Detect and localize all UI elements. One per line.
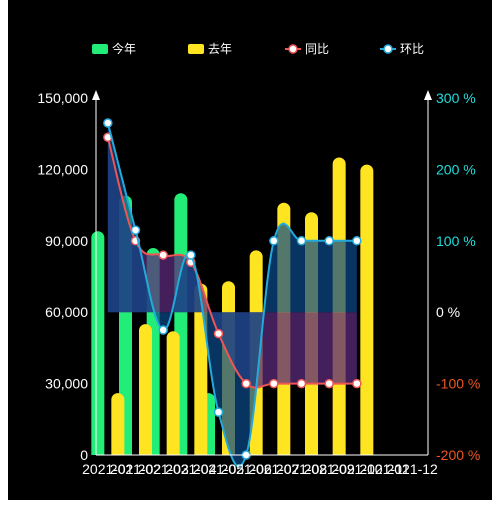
point-1-2021-07[interactable] [269,378,279,389]
x-tick-label: 2021-10 [331,461,383,477]
point-1-2021-09[interactable] [324,378,334,389]
x-tick-label: 2021-01 [82,461,134,477]
x-tick-label: 2021-08 [276,461,328,477]
x-tick-label: 2021-05 [193,461,245,477]
legend-label-1[interactable]: 今年 [112,41,136,56]
legend-marker-4[interactable] [383,44,393,54]
y-right-tick-label: 0 % [436,304,460,320]
y-right-tick-label: -100 % [436,376,480,392]
legend-label-2[interactable]: 去年 [208,42,232,56]
legend-marker-3[interactable] [288,44,298,54]
bar-2-2021-10 [360,164,374,455]
y-left-tick-label: 90,000 [45,233,88,249]
bar-2-2021-01 [111,393,125,455]
y-left-tick-label: 60,000 [45,304,88,320]
x-tick-label: 2021-02 [110,461,162,477]
legend-label-4[interactable]: 环比 [400,42,424,56]
point-2-2021-05[interactable] [213,407,224,417]
y-axis-right-arrow [424,90,432,100]
y-right-tick-label: 100 % [436,233,476,249]
point-2-2021-01[interactable] [103,118,113,128]
x-tick-label: 2021-11 [359,461,410,477]
x-tick-label: 2021-07 [248,461,300,477]
x-tick-label: 2021-12 [386,461,438,477]
x-tick-label: 2021-09 [303,461,355,477]
y-left-tick-label: 150,000 [37,90,88,106]
point-1-2021-03[interactable] [158,250,168,260]
y-left-tick-label: 120,000 [37,161,88,177]
area-2 [107,122,357,467]
x-tick-label: 2021-04 [165,461,217,477]
area-1 [107,137,357,388]
point-1-2021-05[interactable] [213,328,224,339]
legend-swatch-2[interactable] [188,44,204,54]
y-right-tick-label: -200 % [436,447,480,463]
point-2-2021-07[interactable] [269,236,279,246]
bar-1-2021-01 [91,231,105,455]
point-2-2021-09[interactable] [324,236,334,246]
line-layer [103,118,362,468]
point-1-2021-10[interactable] [352,378,362,389]
legend-swatch-1[interactable] [92,44,108,54]
point-2-2021-08[interactable] [296,236,307,246]
area-layer [107,122,357,467]
point-1-2021-08[interactable] [296,378,307,389]
point-2-2021-03[interactable] [158,325,168,335]
y-right-tick-label: 300 % [436,90,476,106]
point-2-2021-10[interactable] [352,236,362,246]
y-right-tick-label: 200 % [436,161,476,177]
legend-label-3[interactable]: 同比 [305,42,329,56]
y-left-tick-label: 0 [80,447,88,463]
bar-2-2021-03 [166,331,180,455]
line-1 [106,137,357,389]
x-tick-label: 2021-06 [220,461,272,477]
y-left-tick-label: 30,000 [45,376,88,392]
legend[interactable]: 今年 去年 同比 环比 [92,41,424,56]
axes-layer: 0 30,000 60,000 90,000 120,000 150,000 -200 % -… [37,90,480,477]
point-2-2021-02[interactable] [130,225,141,235]
point-2-2021-04[interactable] [186,250,196,260]
bar-2-2021-02 [139,324,152,455]
x-tick-label: 2021-03 [137,461,189,477]
point-1-2021-06[interactable] [241,378,251,389]
y-axis-left-arrow [92,90,100,100]
